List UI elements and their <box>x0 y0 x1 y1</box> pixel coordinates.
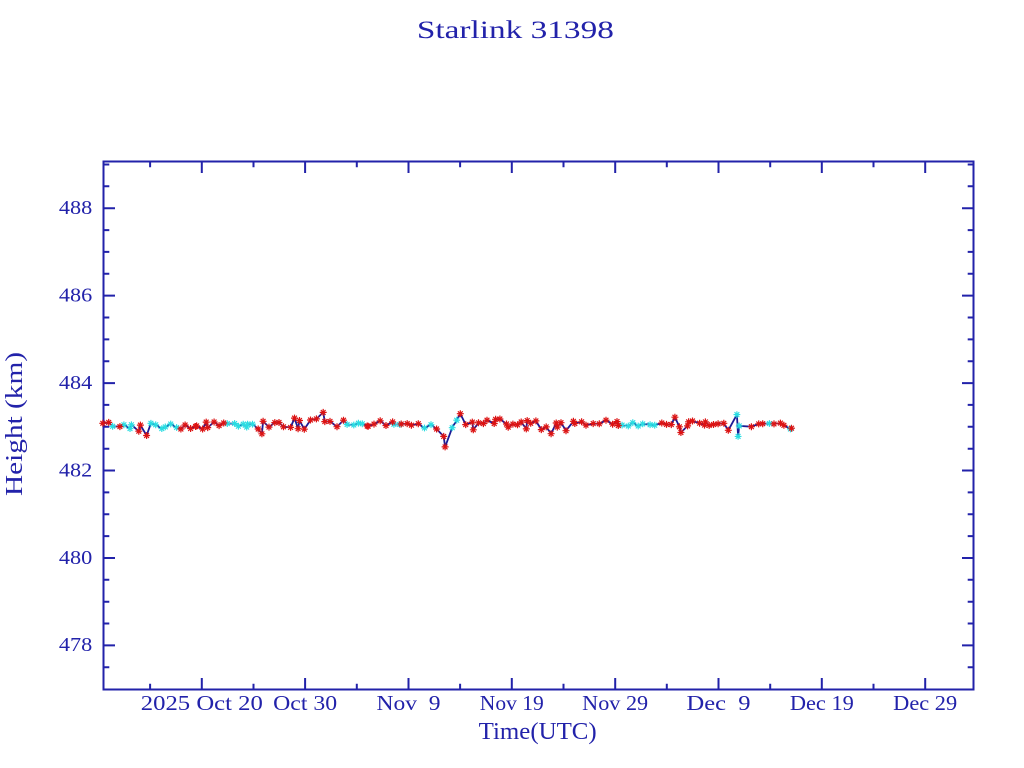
svg-text:486: 486 <box>59 284 92 306</box>
svg-text:Height (km): Height (km) <box>2 352 28 496</box>
svg-text:Dec 29: Dec 29 <box>893 691 957 715</box>
svg-text:Nov 29: Nov 29 <box>582 691 648 715</box>
svg-text:478: 478 <box>59 634 92 656</box>
svg-text:482: 482 <box>59 459 92 481</box>
svg-text:Oct 30: Oct 30 <box>273 691 337 715</box>
svg-text:Nov 9: Nov 9 <box>376 691 440 715</box>
svg-text:480: 480 <box>59 547 92 569</box>
svg-text:Nov 19: Nov 19 <box>480 691 544 715</box>
svg-text:Time(UTC): Time(UTC) <box>479 719 597 745</box>
svg-text:Dec 9: Dec 9 <box>687 691 751 715</box>
svg-text:484: 484 <box>59 372 92 394</box>
svg-text:488: 488 <box>59 197 92 219</box>
svg-text:Dec 19: Dec 19 <box>790 691 854 715</box>
svg-text:2025 Oct 20: 2025 Oct 20 <box>141 691 263 715</box>
svg-text:Starlink 31398: Starlink 31398 <box>417 17 614 44</box>
